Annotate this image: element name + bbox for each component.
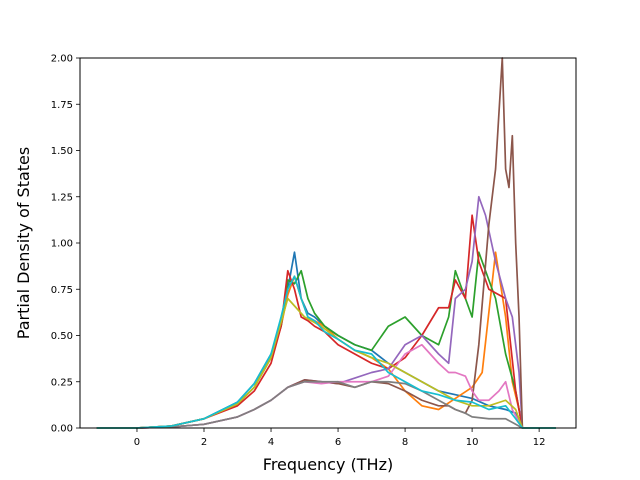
x-tick-label: 0 [134,437,140,448]
y-tick-label: 0.25 [51,377,73,388]
y-tick-label: 0.50 [51,331,73,342]
series-line-10 [96,275,556,429]
x-tick-label: 4 [268,437,274,448]
series-line-9 [96,297,556,429]
y-tick-label: 0.00 [51,424,73,435]
x-tick-label: 12 [533,437,546,448]
x-tick-label: 2 [201,437,207,448]
y-tick-label: 2.00 [51,54,73,65]
y-tick-label: 1.75 [51,100,73,111]
y-tick-label: 1.50 [51,146,73,157]
series-layer [96,57,556,429]
y-axis-label: Partial Density of States [14,147,33,339]
x-tick-label: 8 [402,437,408,448]
x-tick-label: 6 [335,437,341,448]
x-axis-ticks: 0 2 4 6 8 10 12 [134,428,546,448]
x-tick-label: 10 [466,437,479,448]
y-axis-ticks: 0.00 0.25 0.50 0.75 1.00 1.25 1.50 1.75 2.00 [51,54,80,435]
x-axis-label: Frequency (THz) [263,455,393,474]
plot-background [80,58,576,428]
series-line-8 [96,380,556,429]
y-tick-label: 1.25 [51,192,73,203]
series-line-4 [96,214,556,429]
y-tick-label: 1.00 [51,239,73,250]
y-tick-label: 0.75 [51,285,73,296]
